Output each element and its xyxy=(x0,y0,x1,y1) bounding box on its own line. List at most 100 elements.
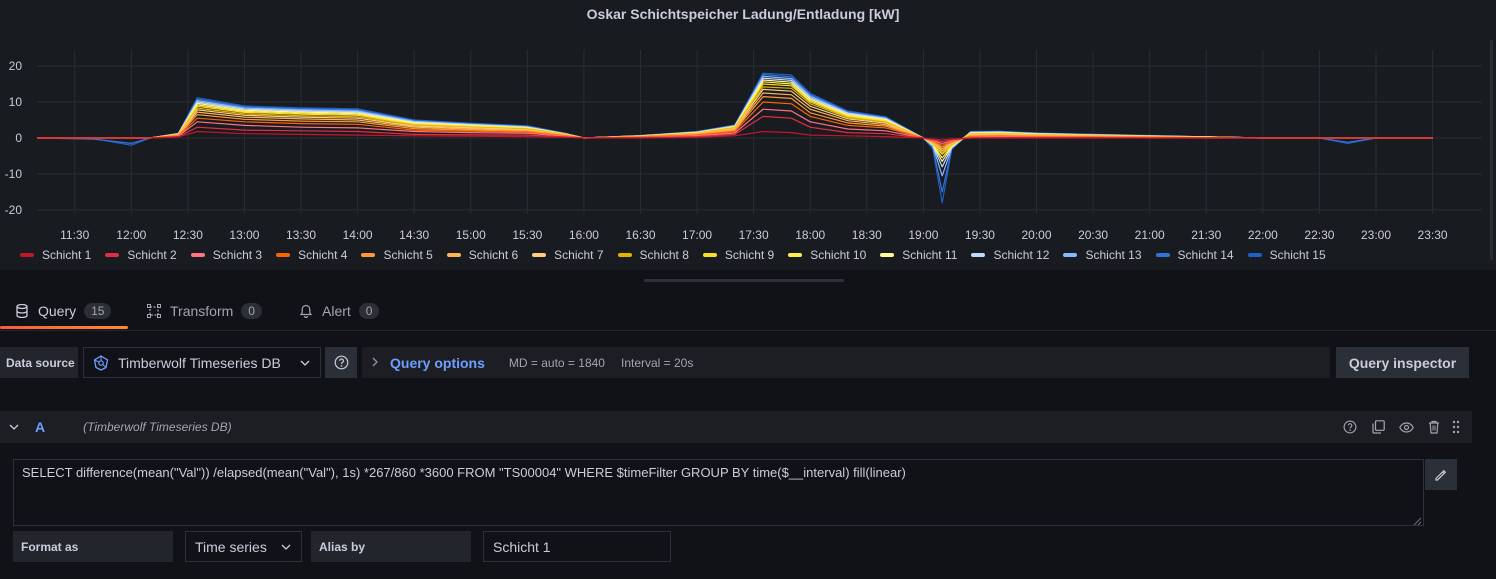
legend-item[interactable]: Schicht 6 xyxy=(446,248,518,262)
delete-query-button[interactable] xyxy=(1424,418,1444,436)
tab-alert-label: Alert xyxy=(322,303,351,319)
chart-ticks: 20 10 0 -10 -20 11:30 12:00 12:30 13:00 13:30 14:0… xyxy=(5,59,1448,242)
query-ref-id[interactable]: A xyxy=(35,419,46,435)
legend-swatch xyxy=(446,253,461,257)
legend-label: Schicht 14 xyxy=(1177,248,1234,262)
legend-label: Schicht 11 xyxy=(902,248,958,262)
time-series-chart[interactable]: 20 10 0 -10 -20 11:30 12:00 12:30 13:00 13:30 14:0… xyxy=(0,28,1496,244)
legend-label: Schicht 13 xyxy=(1085,248,1142,262)
x-tick-label: 18:00 xyxy=(795,228,825,242)
legend-item[interactable]: Schicht 14 xyxy=(1155,248,1234,262)
x-tick-label: 20:00 xyxy=(1022,228,1052,242)
drag-handle[interactable] xyxy=(1448,418,1464,436)
legend-item[interactable]: Schicht 8 xyxy=(617,248,689,262)
transform-icon xyxy=(146,303,162,319)
alias-by-input[interactable]: Schicht 1 xyxy=(483,531,671,562)
tab-alert-count: 0 xyxy=(358,303,380,319)
copy-icon xyxy=(1371,420,1385,434)
legend-label: Schicht 10 xyxy=(810,248,867,262)
x-tick-label: 23:30 xyxy=(1418,228,1448,242)
legend-swatch xyxy=(1063,253,1078,257)
series-line[interactable] xyxy=(37,92,1433,150)
chevron-down-icon xyxy=(281,544,291,550)
legend-item[interactable]: Schicht 1 xyxy=(20,248,91,262)
query-options-bar[interactable]: Query options MD = auto = 1840 Interval … xyxy=(362,347,1330,378)
legend-swatch xyxy=(105,253,120,257)
legend-label: Schicht 12 xyxy=(993,248,1050,262)
series-line[interactable] xyxy=(37,88,1433,152)
query-row-header[interactable]: A (Timberwolf Timeseries DB) xyxy=(0,411,1472,443)
chart-series xyxy=(36,72,1433,204)
x-tick-label: 22:30 xyxy=(1304,228,1334,242)
tab-transform[interactable]: Transform 0 xyxy=(146,292,262,330)
legend-item[interactable]: Schicht 9 xyxy=(702,248,774,262)
x-tick-label: 12:00 xyxy=(116,228,146,242)
datasource-icon xyxy=(93,354,109,371)
panel-title[interactable]: Oskar Schichtspeicher Ladung/Entladung [… xyxy=(586,6,900,22)
legend-item[interactable]: Schicht 12 xyxy=(971,248,1049,262)
series-line[interactable] xyxy=(37,130,1433,141)
help-icon xyxy=(334,355,349,370)
legend-label: Schicht 15 xyxy=(1269,248,1326,262)
resize-grip-icon[interactable] xyxy=(1412,514,1422,526)
help-icon xyxy=(1343,420,1357,434)
legend-item[interactable]: Schicht 3 xyxy=(190,248,262,262)
chevron-down-icon xyxy=(300,360,310,366)
x-tick-label: 23:00 xyxy=(1361,228,1391,242)
toggle-query-visibility-button[interactable] xyxy=(1396,418,1416,436)
format-as-value: Time series xyxy=(195,538,267,555)
tab-query-label: Query xyxy=(38,303,77,319)
collapse-chevron-icon[interactable] xyxy=(9,424,19,430)
legend-item[interactable]: Schicht 11 xyxy=(880,248,957,262)
tab-alert[interactable]: Alert 0 xyxy=(298,292,380,330)
legend-swatch xyxy=(617,253,632,257)
x-tick-label: 21:00 xyxy=(1135,228,1165,242)
datasource-name: Timberwolf Timeseries DB xyxy=(118,354,281,371)
x-tick-label: 13:00 xyxy=(229,228,259,242)
legend-item[interactable]: Schicht 2 xyxy=(105,248,177,262)
legend-swatch xyxy=(532,253,547,257)
series-line[interactable] xyxy=(37,77,1433,168)
x-tick-label: 14:30 xyxy=(399,228,429,242)
legend-item[interactable]: Schicht 10 xyxy=(788,248,866,262)
legend-swatch xyxy=(1247,253,1262,257)
bell-icon xyxy=(298,303,314,319)
panel-resize-handle[interactable] xyxy=(644,279,844,282)
chart-panel: Oskar Schichtspeicher Ladung/Entladung [… xyxy=(0,0,1496,270)
x-tick-label: 13:30 xyxy=(286,228,316,242)
tab-query[interactable]: Query 15 xyxy=(14,292,112,330)
drag-handle-icon xyxy=(1452,420,1460,434)
query-inspector-button[interactable]: Query inspector xyxy=(1336,347,1469,378)
series-line[interactable] xyxy=(37,79,1433,162)
tab-transform-label: Transform xyxy=(170,303,234,319)
legend-label: Schicht 4 xyxy=(298,248,348,262)
chart-legend: Schicht 1 Schicht 2 Schicht 3 Schicht 4 Schi… xyxy=(20,246,1340,264)
datasource-picker[interactable]: Timberwolf Timeseries DB xyxy=(83,347,321,378)
tab-transform-count: 0 xyxy=(241,303,262,319)
edit-mode-button[interactable] xyxy=(1425,459,1457,490)
legend-swatch xyxy=(20,253,34,257)
x-tick-label: 17:00 xyxy=(682,228,712,242)
legend-item[interactable]: Schicht 7 xyxy=(532,248,604,262)
query-datasource-hint: (Timberwolf Timeseries DB) xyxy=(83,420,232,434)
x-tick-label: 17:30 xyxy=(739,228,769,242)
datasource-help-button[interactable] xyxy=(325,347,357,378)
legend-item[interactable]: Schicht 15 xyxy=(1247,248,1326,262)
duplicate-query-button[interactable] xyxy=(1368,418,1388,436)
eye-icon xyxy=(1398,421,1414,433)
legend-swatch xyxy=(276,253,291,257)
alias-by-label: Alias by xyxy=(311,531,471,562)
legend-item[interactable]: Schicht 5 xyxy=(361,248,433,262)
legend-item[interactable]: Schicht 4 xyxy=(276,248,347,262)
query-options-title[interactable]: Query options xyxy=(390,354,485,371)
x-tick-label: 18:30 xyxy=(852,228,882,242)
legend-item[interactable]: Schicht 13 xyxy=(1063,248,1142,262)
legend-label: Schicht 8 xyxy=(639,248,689,262)
query-help-button[interactable] xyxy=(1340,418,1360,436)
query-text-editor[interactable]: SELECT difference(mean("Val")) /elapsed(… xyxy=(13,459,1424,526)
legend-swatch xyxy=(361,253,376,257)
x-tick-label: 19:30 xyxy=(965,228,995,242)
legend-swatch xyxy=(1155,253,1170,257)
panel-scrollbar[interactable] xyxy=(1490,40,1493,260)
format-as-select[interactable]: Time series xyxy=(185,531,302,562)
